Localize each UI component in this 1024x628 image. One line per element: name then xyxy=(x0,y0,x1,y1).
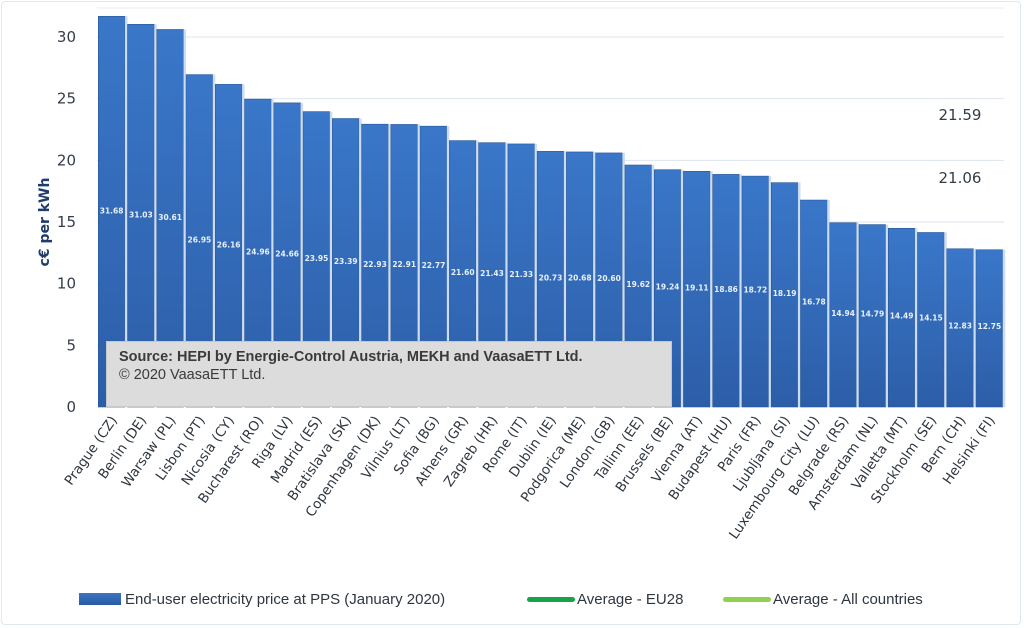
legend-label: Average - All countries xyxy=(773,590,923,608)
bar-separator xyxy=(1002,249,1006,407)
legend-label: End-user electricity price at PPS (Janua… xyxy=(125,590,446,608)
bar-separator xyxy=(739,174,742,407)
bar-separator xyxy=(446,126,450,408)
bar-separator xyxy=(563,151,567,407)
legend-label: Average - EU28 xyxy=(577,590,684,608)
source-text: Source: HEPI by Energie-Control Austria,… xyxy=(119,349,583,365)
y-axis-ticks: 0 5 10 15 20 25 30 xyxy=(57,28,76,416)
bar-separator xyxy=(300,102,304,408)
bar-value-label: 14.79 xyxy=(860,310,884,319)
y-axis-title: c€ per kWh xyxy=(37,178,53,267)
legend-item-price: End-user electricity price at PPS (Janua… xyxy=(79,588,445,610)
bar-value-label: 21.60 xyxy=(451,268,475,277)
bar xyxy=(741,175,769,408)
bar-separator xyxy=(534,143,538,407)
bar-value-label: 18.19 xyxy=(773,289,797,298)
bar-separator xyxy=(797,182,801,407)
bar-value-label: 19.62 xyxy=(626,280,650,289)
bar-separator xyxy=(885,224,889,407)
y-tick-label: 15 xyxy=(57,213,76,231)
bar-separator xyxy=(359,118,362,408)
bar-value-label: 14.49 xyxy=(890,312,914,321)
bar-separator xyxy=(388,124,391,408)
y-tick-label: 5 xyxy=(66,336,76,354)
bar xyxy=(887,227,916,408)
bar-separator xyxy=(827,200,830,407)
bar xyxy=(829,222,857,408)
bar-value-label: 26.95 xyxy=(188,235,212,244)
x-axis-ticks: Prague (CZ)Berlin (DE)Warsaw (PL)Lisbon … xyxy=(62,413,999,542)
bar-value-label: 24.66 xyxy=(275,249,299,258)
bar-value-label: 21.43 xyxy=(480,269,504,278)
bar-separator xyxy=(505,142,508,408)
bar-separator xyxy=(856,222,860,407)
average-lines: 21.59 21.06 xyxy=(107,106,993,187)
source-annotation: Source: HEPI by Energie-Control Austria,… xyxy=(106,341,672,407)
bar-value-label: 14.94 xyxy=(831,309,855,318)
legend: End-user electricity price at PPS (Janua… xyxy=(0,588,1024,610)
bar xyxy=(858,224,886,408)
bar-separator xyxy=(154,24,157,408)
bar-separator xyxy=(124,16,128,408)
bar xyxy=(946,248,974,408)
bar-separator xyxy=(271,99,274,407)
bar-separator xyxy=(768,176,772,407)
bar-separator xyxy=(241,84,245,408)
bar-value-label: 20.68 xyxy=(568,274,592,283)
bar-value-label: 20.60 xyxy=(597,274,621,283)
bar-separator xyxy=(417,124,421,408)
bar xyxy=(800,199,828,408)
bar-value-label: 18.72 xyxy=(743,286,767,295)
bar-separator xyxy=(944,232,947,407)
bar-separator xyxy=(329,111,333,407)
bar xyxy=(712,174,740,408)
average-all-countries-label: 21.06 xyxy=(939,169,982,187)
bar-separator xyxy=(651,165,655,407)
bar-separator xyxy=(973,248,977,407)
bar-separator xyxy=(183,29,187,408)
bar-value-label: 31.03 xyxy=(129,211,153,220)
bar-separator xyxy=(476,140,479,407)
bar-value-label: 19.11 xyxy=(685,283,709,292)
bar-value-label: 23.95 xyxy=(305,254,329,263)
legend-swatch-line xyxy=(723,596,771,602)
bar-value-label: 24.96 xyxy=(246,248,270,257)
bar-value-label: 22.93 xyxy=(363,260,387,269)
legend-item-all-countries: Average - All countries xyxy=(723,588,923,610)
bar-value-label: 16.78 xyxy=(802,298,826,307)
bar xyxy=(917,232,945,408)
y-tick-label: 25 xyxy=(57,90,76,108)
bar-value-label: 31.68 xyxy=(100,207,124,216)
legend-swatch-bar xyxy=(79,593,121,605)
bar-separator xyxy=(914,228,918,407)
bar-value-label: 22.91 xyxy=(392,260,416,269)
bar-value-label: 12.83 xyxy=(948,322,972,331)
bar-separator xyxy=(593,151,596,407)
legend-swatch-line xyxy=(527,596,575,602)
bar-value-label: 23.39 xyxy=(334,257,358,266)
bar-value-label: 19.24 xyxy=(656,283,680,292)
bar-separator xyxy=(710,171,713,407)
bar-value-label: 18.86 xyxy=(714,285,738,294)
bar xyxy=(975,249,1003,408)
y-tick-label: 30 xyxy=(57,28,76,46)
y-tick-label: 10 xyxy=(57,275,76,293)
bar-separator xyxy=(622,152,625,407)
bar-separator xyxy=(680,169,684,407)
bar-value-label: 30.61 xyxy=(158,213,182,222)
y-tick-label: 20 xyxy=(57,151,76,169)
legend-item-eu28: Average - EU28 xyxy=(527,588,683,610)
y-tick-label: 0 xyxy=(66,398,76,416)
bar-value-label: 12.75 xyxy=(978,322,1002,331)
average-eu28-label: 21.59 xyxy=(939,106,982,124)
copyright-text: © 2020 VaasaETT Ltd. xyxy=(119,367,266,383)
bar-value-label: 22.77 xyxy=(422,261,446,270)
bar-value-label: 20.73 xyxy=(539,273,563,282)
bar-value-label: 21.33 xyxy=(509,270,533,279)
bar-separator xyxy=(212,74,216,407)
bar-value-label: 26.16 xyxy=(217,240,241,249)
bar-value-label: 14.15 xyxy=(919,314,943,323)
